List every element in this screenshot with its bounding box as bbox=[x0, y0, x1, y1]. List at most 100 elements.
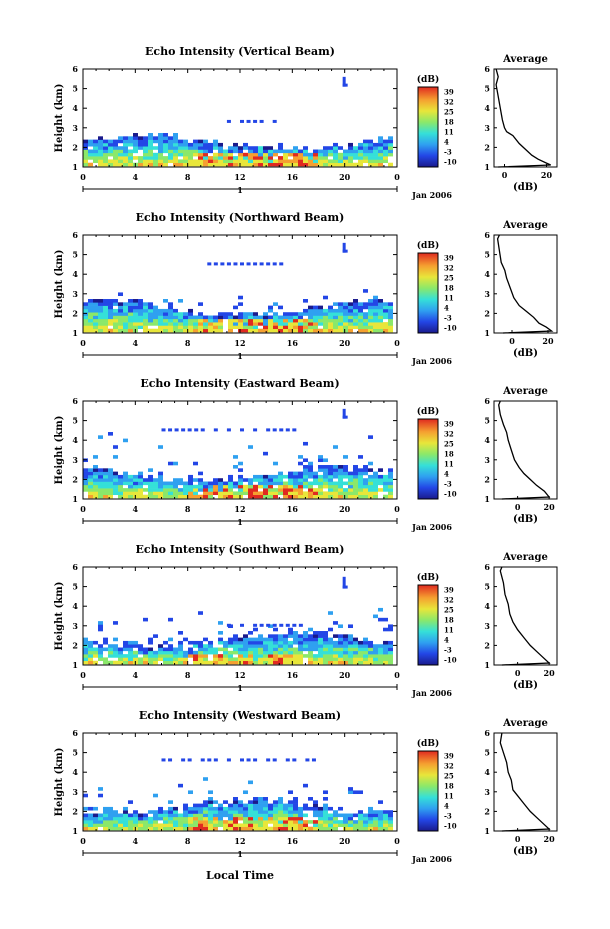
average-y-tick-label: 5 bbox=[484, 250, 490, 260]
heatmap-cell bbox=[133, 312, 138, 316]
heatmap-cell bbox=[368, 647, 373, 652]
heatmap-cell bbox=[213, 159, 218, 164]
heatmap-cell bbox=[183, 315, 188, 320]
colorbar-tick-label: 25 bbox=[444, 606, 454, 615]
heatmap-cell bbox=[288, 634, 293, 638]
heatmap-cell bbox=[363, 289, 368, 293]
heatmap-cell bbox=[198, 312, 203, 316]
heatmap-cell bbox=[338, 302, 343, 306]
heatmap-cell bbox=[298, 152, 303, 157]
heatmap-cell bbox=[188, 810, 193, 814]
heatmap-cell bbox=[263, 159, 268, 164]
heatmap-cell bbox=[103, 826, 108, 831]
heatmap-cell bbox=[318, 631, 323, 635]
heatmap-cell bbox=[288, 810, 293, 814]
heatmap-cell bbox=[278, 803, 283, 808]
average-y-tick-label: 2 bbox=[484, 308, 490, 318]
heatmap-cell bbox=[98, 624, 103, 629]
heatmap-cell bbox=[228, 149, 233, 154]
heatmap-cell bbox=[168, 139, 173, 144]
heatmap-cell bbox=[243, 790, 248, 795]
heatmap-cell bbox=[253, 315, 258, 320]
heatmap-cell bbox=[258, 491, 263, 496]
heatmap-cell bbox=[378, 826, 383, 831]
heatmap-cell bbox=[198, 494, 203, 499]
heatmap-cell bbox=[292, 758, 297, 762]
heatmap-cell bbox=[138, 816, 143, 821]
heatmap-cell bbox=[113, 637, 118, 642]
heatmap-cell bbox=[193, 816, 198, 821]
heatmap-cell bbox=[203, 660, 208, 665]
heatmap-cell bbox=[303, 634, 308, 638]
heatmap-cell bbox=[303, 491, 308, 496]
heatmap-cell bbox=[258, 660, 263, 665]
heatmap-cell bbox=[358, 826, 363, 831]
heatmap-cell bbox=[83, 650, 88, 655]
heatmap-cell bbox=[288, 159, 293, 164]
heatmap-cell bbox=[308, 152, 313, 157]
heatmap-cell bbox=[88, 491, 93, 496]
heatmap-cell bbox=[283, 647, 288, 652]
heatmap-cell bbox=[253, 637, 258, 642]
heatmap-cell bbox=[83, 302, 88, 306]
heatmap-cell bbox=[240, 119, 244, 123]
heatmap-cell bbox=[148, 142, 153, 147]
heatmap-cell bbox=[368, 474, 373, 479]
heatmap-cell bbox=[298, 647, 303, 652]
heatmap-cell bbox=[353, 644, 358, 648]
heatmap-cell bbox=[363, 481, 368, 486]
average-y-tick-label: 6 bbox=[484, 230, 490, 240]
heatmap-cell bbox=[263, 813, 268, 818]
heatmap-cell bbox=[363, 813, 368, 818]
y-tick-label: 6 bbox=[72, 64, 78, 74]
heatmap-cell bbox=[308, 465, 313, 469]
heatmap-cell bbox=[278, 481, 283, 486]
heatmap-cell bbox=[113, 647, 118, 652]
heatmap-cell bbox=[108, 299, 113, 303]
heatmap-cell bbox=[233, 640, 238, 645]
heatmap-cell bbox=[153, 491, 158, 496]
heatmap-cell bbox=[93, 813, 98, 818]
heatmap-cell bbox=[358, 820, 363, 824]
heatmap-cell bbox=[253, 428, 258, 432]
heatmap-cell bbox=[158, 322, 163, 326]
heatmap-cell bbox=[178, 813, 183, 818]
heatmap-cell bbox=[83, 654, 88, 658]
heatmap-cell bbox=[188, 315, 193, 320]
heatmap-cell bbox=[343, 455, 348, 459]
heatmap-cell bbox=[178, 328, 183, 333]
heatmap-cell bbox=[348, 142, 353, 147]
heatmap-cell bbox=[258, 162, 263, 167]
heatmap-cell bbox=[248, 823, 253, 828]
heatmap-cell bbox=[83, 471, 88, 476]
heatmap-cell bbox=[378, 644, 383, 648]
heatmap-cell bbox=[153, 478, 158, 482]
heatmap-cell bbox=[163, 484, 168, 489]
y-tick-label: 4 bbox=[72, 269, 78, 279]
heatmap-cell bbox=[278, 816, 283, 821]
heatmap-cell bbox=[293, 328, 298, 333]
heatmap-cell bbox=[128, 820, 133, 824]
heatmap-cell bbox=[348, 494, 353, 499]
heatmap-cell bbox=[118, 484, 123, 489]
heatmap-cell bbox=[313, 152, 318, 157]
heatmap-cell bbox=[358, 790, 363, 795]
heatmap-cell bbox=[123, 488, 128, 492]
heatmap-cell bbox=[303, 156, 308, 160]
heatmap-cell bbox=[123, 312, 128, 316]
heatmap-cell bbox=[161, 428, 166, 432]
heatmap-cell bbox=[338, 308, 343, 313]
y-tick-label: 1 bbox=[72, 494, 78, 504]
heatmap-cell bbox=[258, 318, 263, 323]
heatmap-cell bbox=[128, 826, 133, 831]
heatmap-cell bbox=[318, 810, 323, 814]
heatmap-cell bbox=[238, 481, 243, 486]
average-x-label: (dB) bbox=[513, 182, 538, 193]
heatmap-cell bbox=[388, 142, 393, 147]
x-tick-label: 16 bbox=[287, 504, 299, 514]
heatmap-cell bbox=[103, 474, 108, 479]
heatmap-cell bbox=[283, 156, 288, 160]
heatmap-cell bbox=[308, 640, 313, 645]
heatmap-cell bbox=[328, 328, 333, 333]
heatmap-cell bbox=[153, 308, 158, 313]
